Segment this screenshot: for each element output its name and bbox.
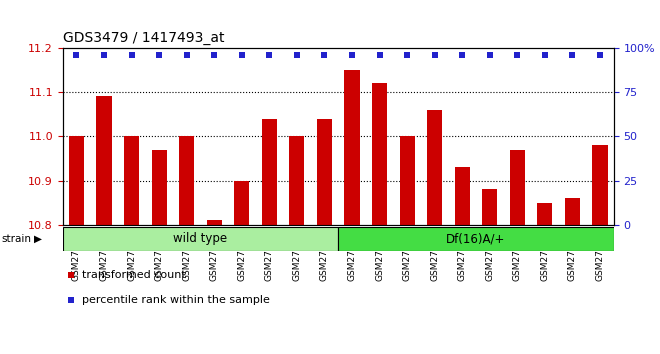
Bar [455, 167, 470, 225]
Bar [317, 119, 332, 225]
Bar [593, 145, 608, 225]
Text: Df(16)A/+: Df(16)A/+ [446, 232, 506, 245]
Text: percentile rank within the sample: percentile rank within the sample [82, 295, 270, 305]
Bar [96, 97, 112, 225]
Bar [537, 203, 552, 225]
Bar [565, 198, 580, 225]
Bar [124, 136, 139, 225]
Bar [482, 189, 498, 225]
Bar [207, 221, 222, 225]
Bar [338, 227, 614, 251]
Bar [179, 136, 194, 225]
Bar [427, 110, 442, 225]
Bar [345, 70, 360, 225]
Bar [69, 136, 84, 225]
Text: strain: strain [1, 234, 31, 244]
Bar [63, 227, 338, 251]
Text: GDS3479 / 1417493_at: GDS3479 / 1417493_at [63, 32, 224, 45]
Bar [289, 136, 304, 225]
Bar [510, 150, 525, 225]
Bar [234, 181, 249, 225]
Bar [152, 150, 167, 225]
Bar [399, 136, 414, 225]
Text: ▶: ▶ [34, 234, 42, 244]
Text: transformed count: transformed count [82, 270, 185, 280]
Text: wild type: wild type [174, 232, 228, 245]
Bar [372, 83, 387, 225]
Bar [262, 119, 277, 225]
